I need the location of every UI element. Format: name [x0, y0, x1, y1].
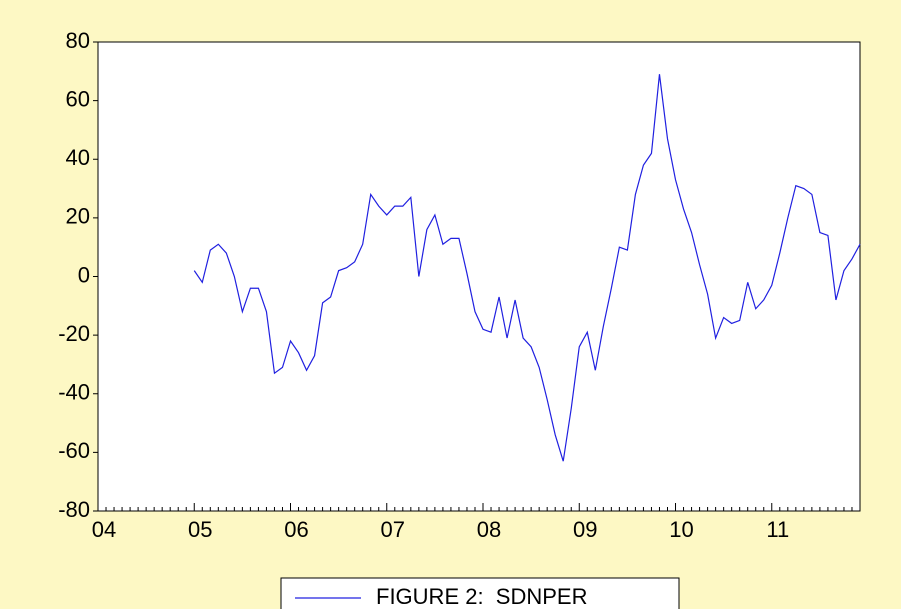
x-tick-label: 05 — [188, 517, 212, 542]
y-tick-label: -80 — [58, 497, 90, 522]
y-tick-label: 60 — [66, 86, 90, 111]
x-tick-label: 06 — [284, 517, 308, 542]
y-tick-label: 0 — [78, 262, 90, 287]
x-tick-label: 04 — [92, 517, 116, 542]
x-tick-label: 11 — [766, 517, 789, 542]
y-tick-label: 40 — [66, 145, 90, 170]
y-tick-label: 80 — [66, 28, 90, 53]
y-tick-label: -40 — [58, 380, 90, 405]
x-tick-label: 10 — [669, 517, 693, 542]
x-tick-label: 07 — [381, 517, 405, 542]
x-tick-label: 09 — [573, 517, 597, 542]
y-tick-label: -20 — [58, 321, 90, 346]
x-tick-label: 08 — [477, 517, 501, 542]
legend-box — [280, 577, 680, 609]
y-tick-label: -60 — [58, 438, 90, 463]
plot-area — [97, 41, 861, 512]
y-tick-label: 20 — [66, 204, 90, 229]
series-line — [193, 74, 861, 462]
legend-label: FIGURE 2: SDNPER — [376, 584, 587, 609]
